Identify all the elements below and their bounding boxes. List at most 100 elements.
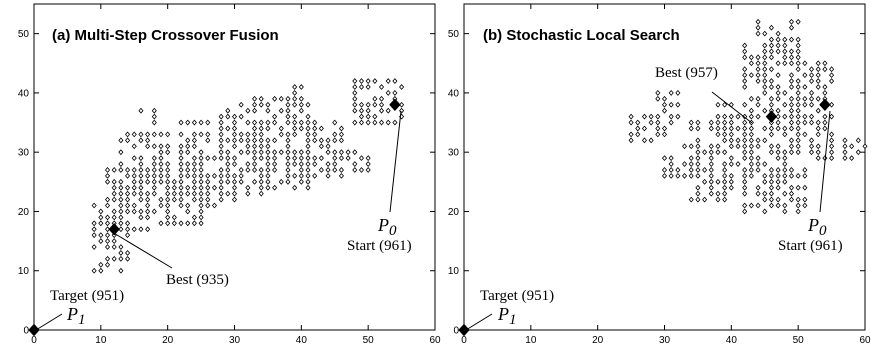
- data-point: [138, 190, 144, 197]
- data-point: [178, 131, 184, 138]
- data-point: [385, 89, 391, 96]
- start-leader-line: [819, 110, 831, 213]
- data-point: [365, 119, 371, 126]
- data-point: [635, 131, 641, 138]
- data-point: [151, 167, 157, 173]
- data-point: [365, 107, 371, 114]
- data-point: [298, 149, 304, 156]
- data-point: [702, 149, 708, 156]
- data-point: [788, 125, 795, 132]
- data-point: [118, 267, 124, 274]
- data-point: [728, 161, 734, 167]
- data-point: [131, 178, 137, 185]
- data-point: [338, 167, 344, 173]
- data-point: [138, 184, 144, 191]
- data-point: [91, 202, 97, 209]
- data-point: [795, 143, 801, 150]
- data-point: [104, 202, 111, 209]
- data-point: [231, 190, 238, 197]
- data-point: [238, 131, 244, 138]
- data-point: [735, 113, 741, 120]
- data-point: [245, 131, 251, 138]
- data-point: [285, 178, 291, 185]
- data-point: [795, 89, 801, 96]
- data-point: [762, 125, 768, 132]
- data-point: [285, 161, 291, 167]
- data-point: [298, 155, 304, 162]
- data-point: [775, 155, 781, 162]
- data-point: [768, 95, 774, 102]
- x-tick-label: 20: [162, 335, 174, 346]
- data-point: [98, 261, 104, 268]
- data-point: [722, 137, 728, 144]
- data-point: [768, 190, 774, 197]
- data-point: [735, 137, 741, 144]
- data-point: [809, 78, 815, 84]
- data-point: [815, 155, 821, 162]
- best-leader-line: [111, 231, 173, 269]
- data-point: [762, 208, 768, 215]
- data-point: [809, 95, 815, 102]
- data-point: [722, 184, 728, 191]
- data-point: [118, 226, 124, 233]
- data-point: [358, 119, 365, 126]
- data-point: [782, 167, 788, 173]
- data-point: [768, 54, 774, 61]
- data-point: [735, 161, 741, 167]
- data-point: [338, 125, 344, 132]
- data-point: [708, 184, 714, 191]
- data-point: [145, 172, 151, 179]
- y-tick-label: 40: [448, 88, 460, 99]
- data-point: [392, 89, 398, 96]
- data-point: [252, 143, 258, 150]
- data-point: [775, 172, 781, 179]
- data-point: [131, 184, 137, 191]
- data-point: [252, 161, 258, 167]
- data-point: [158, 220, 164, 227]
- data-point: [728, 143, 734, 150]
- data-point: [171, 178, 177, 185]
- data-point: [298, 119, 304, 126]
- data-point: [225, 107, 231, 114]
- data-point: [145, 190, 151, 197]
- data-point: [822, 113, 828, 120]
- data-point: [185, 172, 191, 179]
- data-point: [178, 184, 184, 191]
- data-point: [352, 84, 358, 90]
- data-point: [695, 172, 701, 179]
- data-point: [145, 137, 151, 144]
- data-point: [292, 101, 298, 108]
- y-tick-label: 10: [18, 266, 30, 277]
- data-point: [151, 208, 157, 215]
- data-point: [648, 119, 654, 126]
- data-point: [178, 196, 184, 203]
- data-point: [218, 119, 224, 126]
- data-point: [795, 101, 801, 108]
- data-point: [252, 131, 258, 138]
- data-point: [338, 172, 344, 179]
- data-point: [768, 66, 774, 73]
- data-point: [158, 155, 164, 162]
- data-point: [842, 155, 848, 162]
- data-point: [742, 42, 748, 49]
- data-point: [748, 202, 754, 209]
- data-point: [728, 155, 734, 162]
- data-point: [695, 155, 701, 162]
- data-point: [742, 178, 748, 185]
- data-point: [272, 184, 278, 191]
- data-point: [668, 167, 674, 173]
- data-point: [768, 36, 774, 43]
- best-marker: [108, 222, 120, 236]
- data-point: [131, 190, 137, 197]
- data-point: [695, 119, 701, 126]
- data-point: [305, 137, 311, 144]
- best-label: Best (957): [655, 65, 718, 81]
- data-point: [372, 119, 378, 126]
- data-point: [198, 155, 204, 162]
- data-point: [292, 119, 298, 126]
- data-point: [332, 149, 338, 156]
- data-point: [748, 143, 754, 150]
- data-point: [849, 143, 855, 150]
- data-point: [655, 125, 661, 132]
